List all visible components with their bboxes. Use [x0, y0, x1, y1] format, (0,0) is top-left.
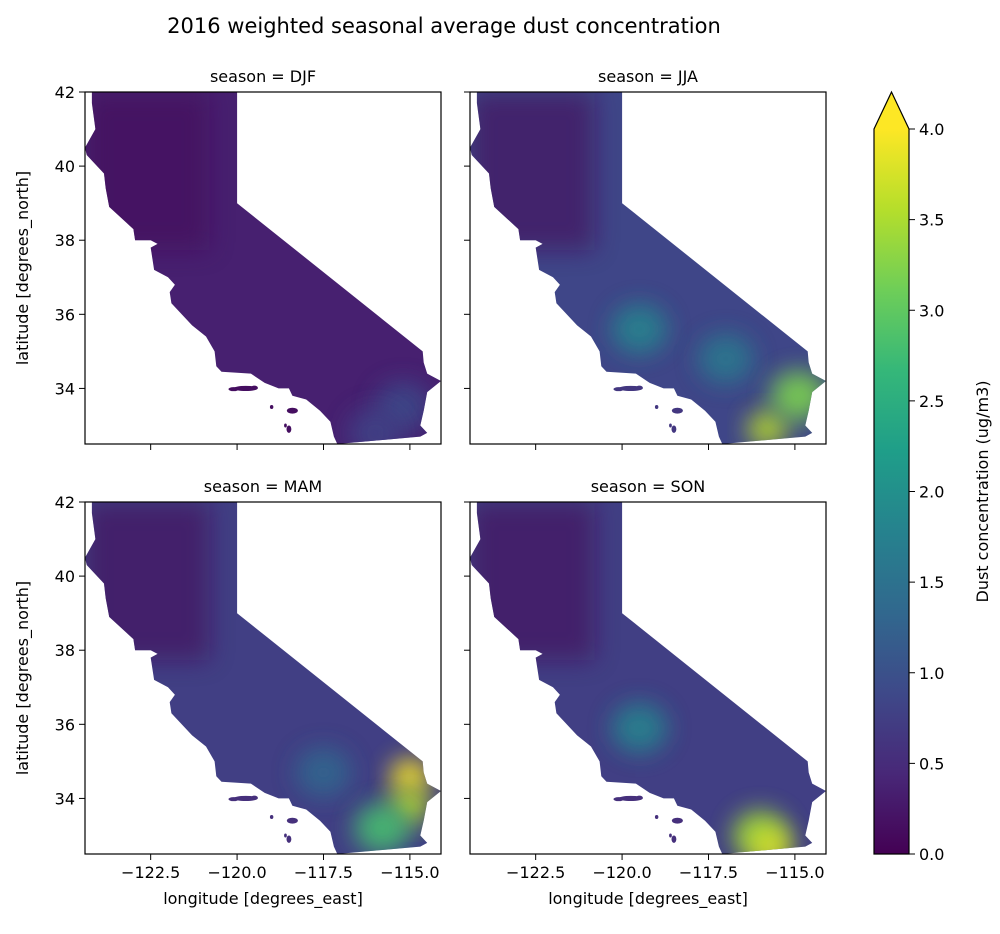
state-map — [470, 92, 826, 444]
y-tick-label: 42 — [55, 493, 75, 512]
y-tick-label: 36 — [55, 715, 75, 734]
colorbar-tick-label: 4.0 — [919, 120, 944, 139]
island — [671, 407, 683, 414]
island — [250, 385, 258, 390]
y-tick-label: 38 — [55, 231, 75, 250]
coastal-field — [85, 502, 210, 661]
x-tick-label: −122.5 — [121, 863, 180, 882]
colorbar-gradient — [874, 129, 909, 854]
island — [286, 835, 292, 843]
panel-title: season = MAM — [204, 477, 322, 496]
coastal-field — [470, 92, 595, 251]
y-tick-label: 38 — [55, 641, 75, 660]
axes-frame — [84, 91, 442, 445]
hotspot — [347, 407, 404, 444]
island — [669, 833, 672, 838]
island — [671, 817, 683, 824]
colorbar-tick-label: 1.0 — [919, 664, 944, 683]
y-tick-label: 42 — [55, 83, 75, 102]
coastal-field — [85, 92, 210, 251]
hotspot — [697, 333, 754, 384]
island — [635, 385, 643, 390]
island — [671, 425, 677, 433]
hotspot — [747, 411, 788, 444]
island — [613, 387, 624, 392]
island — [269, 814, 274, 819]
hotspot — [611, 303, 668, 355]
colorbar-tick-label: 3.0 — [919, 301, 944, 320]
panel-mam: season = MAM 34 36 38 40 42 −122.5 −120.0 −117.5… — [13, 477, 442, 909]
y-axis-label: latitude [degrees_north] — [13, 581, 33, 775]
y-tick-label: 34 — [55, 789, 75, 808]
hotspot — [750, 828, 791, 854]
island — [286, 425, 292, 433]
axes-frame — [84, 501, 442, 855]
island — [284, 423, 287, 428]
panel-son: season = SON −122.5 −120.0 −117.5 −115.0 long… — [464, 477, 827, 909]
island — [635, 795, 643, 800]
y-tick-label: 34 — [55, 379, 75, 398]
state-map — [470, 502, 826, 854]
hotspot — [295, 747, 352, 798]
x-tick-label: −120.0 — [207, 863, 266, 882]
x-tick-label: −117.5 — [679, 863, 738, 882]
island — [250, 795, 258, 800]
panel-title: season = JJA — [598, 67, 698, 86]
colorbar-label: Dust concentration (ug/m3) — [973, 381, 992, 603]
island — [654, 814, 659, 819]
panel-title: season = SON — [591, 477, 706, 496]
colorbar-tick-label: 2.0 — [919, 483, 944, 502]
colorbar-tick-label: 3.5 — [919, 211, 944, 230]
x-tick-label: −115.0 — [765, 863, 824, 882]
x-axis-label: longitude [degrees_east] — [163, 889, 363, 909]
figure-title: 2016 weighted seasonal average dust conc… — [167, 14, 721, 38]
island — [669, 423, 672, 428]
state-map — [85, 502, 441, 854]
island — [228, 797, 239, 802]
island — [286, 817, 298, 824]
colorbar-extend-arrow — [874, 92, 909, 129]
hotspot — [389, 758, 430, 795]
x-tick-label: −115.0 — [380, 863, 439, 882]
colorbar-outline — [873, 90, 910, 855]
x-tick-label: −117.5 — [294, 863, 353, 882]
colorbar-tick-label: 0.0 — [919, 845, 944, 864]
island — [654, 404, 659, 409]
hotspot — [354, 802, 411, 854]
island — [613, 797, 624, 802]
coastal-field — [470, 502, 595, 661]
state-map — [85, 92, 441, 444]
island — [284, 833, 287, 838]
x-axis-label: longitude [degrees_east] — [548, 889, 748, 909]
panel-jja: season = JJA — [464, 67, 827, 450]
panels: season = DJF 34 36 38 40 42 latitude [degrees_… — [13, 67, 827, 909]
y-tick-label: 40 — [55, 567, 75, 586]
axes-frame — [469, 501, 827, 855]
y-axis-label: latitude [degrees_north] — [13, 171, 33, 365]
island — [671, 835, 677, 843]
y-tick-label: 40 — [55, 157, 75, 176]
colorbar-tick-label: 1.5 — [919, 573, 944, 592]
colorbar: 0.0 0.5 1.0 1.5 2.0 2.5 3.0 3.5 4.0 Dust concentr… — [873, 90, 992, 864]
axes-frame — [469, 91, 827, 445]
colorbar-tick-label: 0.5 — [919, 754, 944, 773]
x-tick-label: −120.0 — [592, 863, 651, 882]
panel-title: season = DJF — [210, 67, 316, 86]
island — [286, 407, 298, 414]
hotspot — [770, 370, 826, 422]
island — [269, 404, 274, 409]
x-tick-label: −122.5 — [506, 863, 565, 882]
island — [228, 387, 239, 392]
y-tick-label: 36 — [55, 305, 75, 324]
panel-djf: season = DJF 34 36 38 40 42 latitude [degrees_… — [13, 67, 442, 450]
hotspot — [611, 702, 668, 754]
colorbar-tick-label: 2.5 — [919, 392, 944, 411]
